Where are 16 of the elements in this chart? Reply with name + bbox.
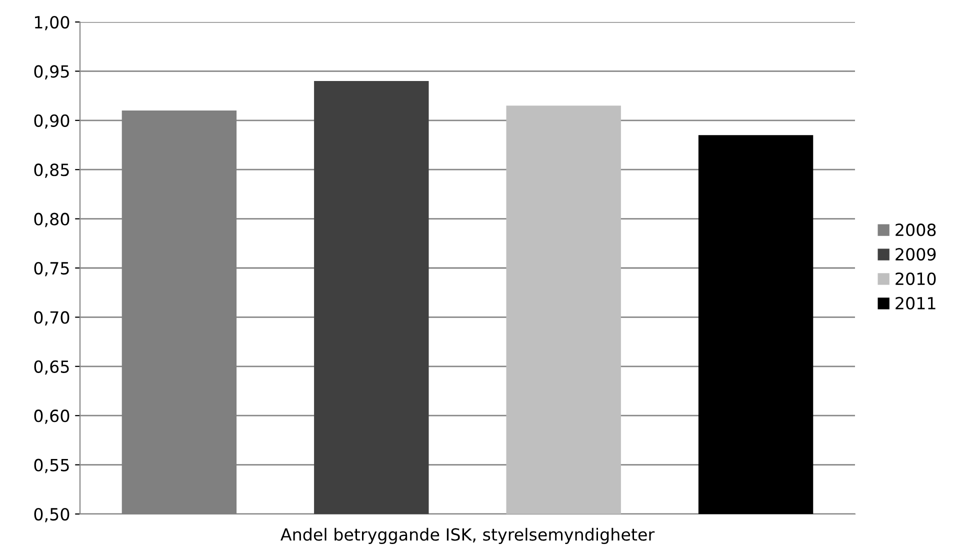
y-tick-label: 0,85 [34,164,69,178]
y-tick-label: 1,00 [35,16,70,30]
y-tick-label: 0,70 [34,311,70,326]
legend-label: 2010 [896,272,936,286]
y-tick-label: 0,50 [34,508,70,522]
y-tick-label: 0,75 [34,262,69,276]
y-tick-label: 0,65 [34,360,69,375]
y-tick-label: 0,55 [34,458,69,474]
y-tick-label: 0,60 [34,410,70,424]
y-tick-label: 0,80 [34,212,70,228]
legend-label: 2009 [896,248,936,261]
legend-label: 2008 [896,224,936,236]
legend-label: 2011 [896,296,936,310]
x-tick-label: Andel betryggande ISK, styrelsemyndigheter [280,528,655,544]
y-tick-label: 0,90 [34,114,70,129]
y-tick-label: 0,95 [34,65,69,80]
